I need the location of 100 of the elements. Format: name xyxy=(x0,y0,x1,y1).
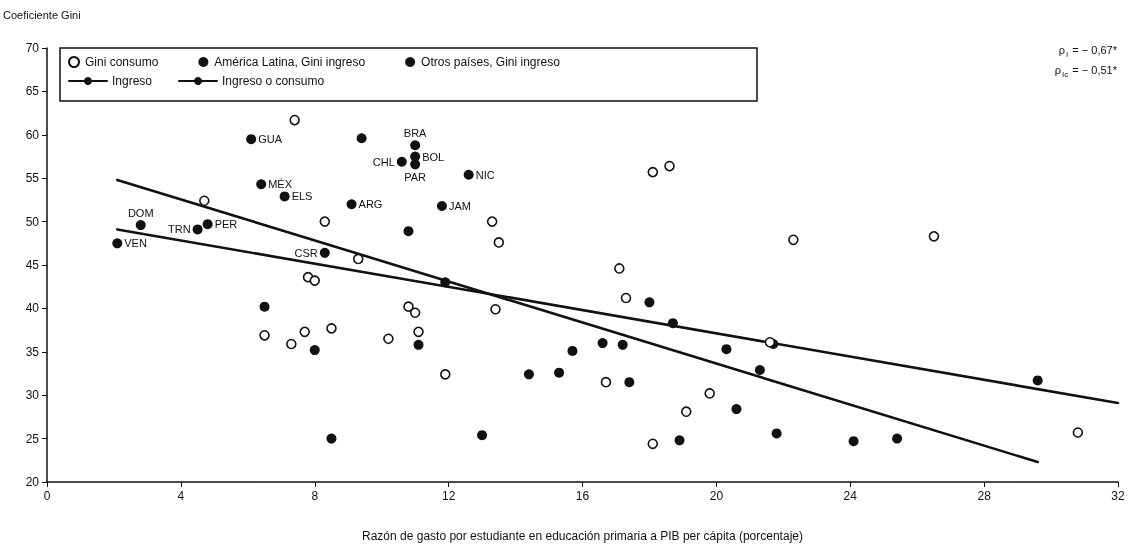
legend-label: Otros países, Gini ingreso xyxy=(421,55,561,69)
annotation: NIC xyxy=(475,168,495,181)
point xyxy=(346,199,357,210)
legend-label: Ingreso xyxy=(112,74,153,88)
point xyxy=(704,388,715,399)
y-tick-label: 35 xyxy=(25,344,40,359)
y-tick-label: 30 xyxy=(25,388,40,403)
point xyxy=(644,297,655,308)
point xyxy=(192,224,203,235)
annotation: CSR xyxy=(294,246,318,259)
point xyxy=(647,438,659,450)
point xyxy=(409,307,421,319)
y-tick-label: 20 xyxy=(25,475,40,489)
point xyxy=(326,323,337,334)
annotation: ARG xyxy=(358,198,383,211)
point xyxy=(289,114,300,126)
x-tick-label: 32 xyxy=(1111,489,1125,503)
point xyxy=(554,367,565,378)
point xyxy=(413,326,424,338)
x-tick-label: 20 xyxy=(709,489,724,503)
point xyxy=(764,336,776,348)
point xyxy=(279,191,290,202)
point xyxy=(490,303,501,315)
point xyxy=(256,179,267,190)
point xyxy=(788,234,799,246)
point xyxy=(135,220,146,231)
point xyxy=(463,169,474,180)
annotation: JAM xyxy=(448,199,471,212)
annotation: PAR xyxy=(404,170,427,183)
x-tick-label: 28 xyxy=(977,489,992,503)
point xyxy=(246,134,257,145)
y-tick-label: 40 xyxy=(25,301,40,316)
point xyxy=(326,433,337,444)
y-tick-label: 50 xyxy=(25,214,40,229)
annotation: CHL xyxy=(372,155,395,168)
y-tick-label: 45 xyxy=(25,258,40,272)
point xyxy=(309,345,320,356)
x-tick-label: 0 xyxy=(43,489,51,503)
y-tick-label: 25 xyxy=(25,431,40,446)
annotation: TRN xyxy=(168,223,191,236)
point xyxy=(493,237,505,248)
point xyxy=(410,140,421,151)
x-tick-label: 8 xyxy=(311,489,319,503)
point xyxy=(680,406,692,417)
point xyxy=(597,338,608,349)
point xyxy=(319,247,330,258)
point xyxy=(624,377,635,388)
point xyxy=(848,436,859,447)
point xyxy=(664,160,675,172)
point xyxy=(771,428,782,439)
point xyxy=(614,263,625,274)
point xyxy=(319,216,331,227)
point xyxy=(928,231,940,242)
point xyxy=(410,159,421,170)
point xyxy=(413,339,424,350)
point xyxy=(286,338,297,350)
annotation: DOM xyxy=(127,206,154,219)
point xyxy=(754,365,765,376)
point xyxy=(403,301,414,312)
x-axis-title: Razón de gasto por estudiante en educación primaria a PIB per cápita (porcentaje) xyxy=(362,529,803,543)
x-tick-label: 16 xyxy=(575,489,590,503)
y-tick-label: 60 xyxy=(25,127,40,142)
y-tick-label: 55 xyxy=(25,171,40,186)
point xyxy=(112,238,123,249)
point xyxy=(199,195,210,207)
annotation: VEN xyxy=(124,237,147,250)
point xyxy=(477,430,488,441)
annotation: BRA xyxy=(403,126,428,139)
x-tick-label: 12 xyxy=(441,489,456,503)
point xyxy=(352,253,364,265)
point xyxy=(1032,375,1043,386)
point xyxy=(620,292,632,304)
point xyxy=(356,133,367,144)
y-tick-label: 70 xyxy=(25,41,40,55)
legend-label: Ingreso o consumo xyxy=(222,74,325,88)
point xyxy=(383,333,394,345)
point xyxy=(259,301,270,312)
point xyxy=(309,275,321,286)
legend-label: América Latina, Gini ingreso xyxy=(214,55,366,69)
point xyxy=(259,330,270,341)
y-axis-title: Coeficiente Gini xyxy=(3,8,81,21)
point xyxy=(523,369,534,380)
point xyxy=(486,216,498,227)
annotation: MÉX xyxy=(268,178,293,191)
annotation: GUA xyxy=(258,133,283,146)
point xyxy=(202,219,213,230)
point xyxy=(439,369,451,380)
annotation: PER xyxy=(214,218,238,231)
annotation: ELS xyxy=(291,190,313,203)
point xyxy=(617,339,628,350)
point xyxy=(1072,427,1084,438)
x-tick-label: 24 xyxy=(843,489,858,503)
point xyxy=(721,344,732,355)
point xyxy=(647,166,659,178)
legend-label: Gini consumo xyxy=(85,55,159,69)
point xyxy=(674,435,685,446)
point xyxy=(299,326,311,338)
point xyxy=(403,226,414,237)
point xyxy=(667,318,678,329)
y-tick-label: 65 xyxy=(25,84,40,99)
